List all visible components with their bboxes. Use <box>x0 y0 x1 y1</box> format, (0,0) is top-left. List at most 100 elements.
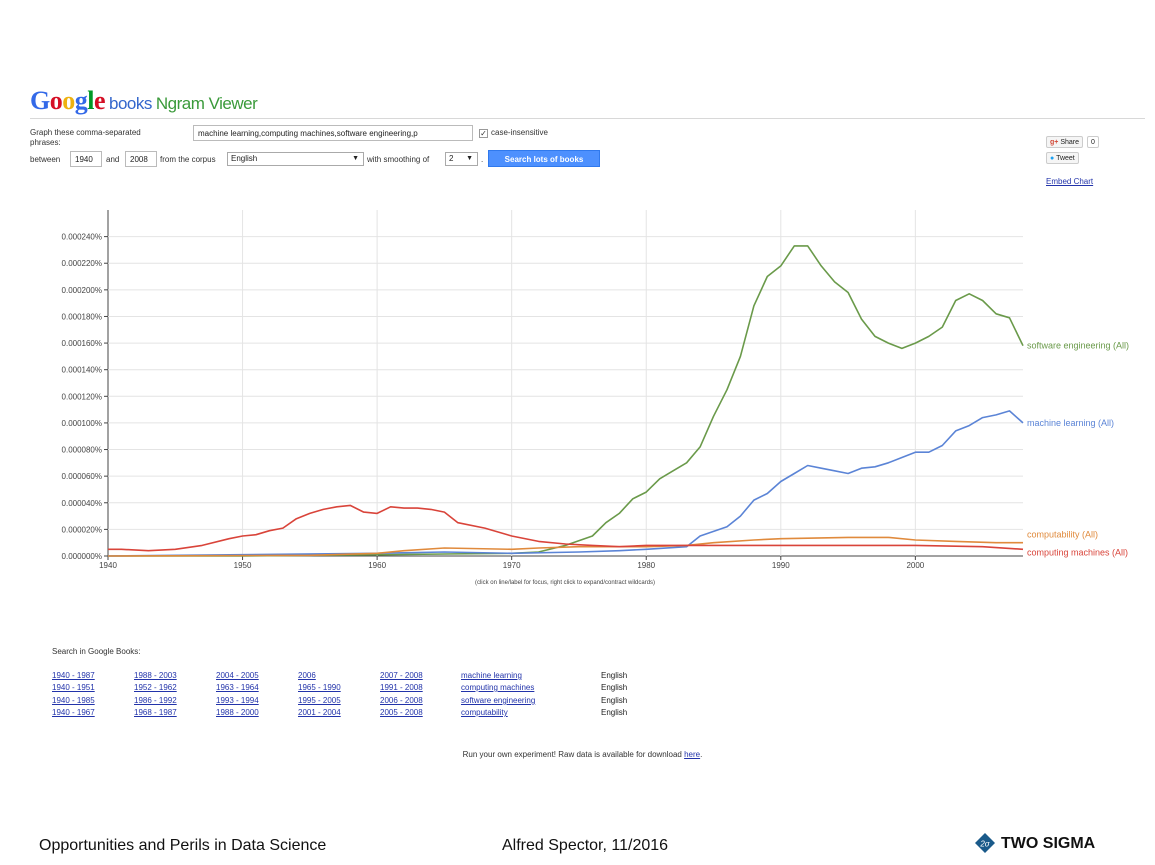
google-plus-icon: g+ <box>1050 139 1059 146</box>
chevron-down-icon: ▼ <box>466 155 473 162</box>
tweet-label: Tweet <box>1056 155 1075 162</box>
year-range-link[interactable]: 1988 - 2003 <box>134 671 177 680</box>
year-range-link[interactable]: 1995 - 2005 <box>298 696 341 705</box>
y-tick-label: 0.000140% <box>62 366 102 375</box>
year-range-link[interactable]: 1986 - 1992 <box>134 696 177 705</box>
smoothing-label: with smoothing of <box>367 155 430 164</box>
series-line <box>108 504 1024 552</box>
series-line <box>108 245 1024 557</box>
y-tick-label: 0.000060% <box>62 472 102 481</box>
year-range-link[interactable]: 1988 - 2000 <box>216 708 259 717</box>
google-plus-share-button[interactable]: g+ Share <box>1046 136 1084 148</box>
two-sigma-icon: 2σ <box>975 833 995 853</box>
corpus-text: English <box>601 708 628 717</box>
share-count: 0 <box>1087 136 1099 148</box>
series-label: computability (All) <box>1027 530 1098 540</box>
corpus-select[interactable]: English ▼ <box>227 152 364 166</box>
search-books-heading: Search in Google Books: <box>52 647 141 656</box>
year-range-link[interactable]: 1940 - 1967 <box>52 708 95 717</box>
year-range-link[interactable]: 1965 - 1990 <box>298 683 341 692</box>
x-tick-label: 1960 <box>368 561 386 570</box>
year-range-link[interactable]: 1940 - 1987 <box>52 671 95 680</box>
period-text: . <box>481 155 484 164</box>
start-year-input[interactable]: 1940 <box>70 151 102 167</box>
corpus-label: from the corpus <box>160 155 216 164</box>
year-range-link[interactable]: 2007 - 2008 <box>380 671 423 680</box>
graph-phrases-label-1: Graph these comma-separated <box>30 128 141 137</box>
y-tick-label: 0.000120% <box>62 392 102 401</box>
logo-letter: l <box>87 86 94 115</box>
footer-author-date: Alfred Spector, 11/2016 <box>502 837 669 854</box>
end-year-input[interactable]: 2008 <box>125 151 157 167</box>
x-tick-label: 2000 <box>906 561 924 570</box>
x-tick-label: 1970 <box>503 561 521 570</box>
raw-data-text: Run your own experiment! Raw data is ava… <box>462 750 685 759</box>
year-range-link[interactable]: 1991 - 2008 <box>380 683 423 692</box>
chart-hint: (click on line/label for focus, right cl… <box>474 580 656 586</box>
header-divider <box>30 118 1145 119</box>
smoothing-select[interactable]: 2 ▼ <box>445 152 478 166</box>
phrase-link[interactable]: computability <box>461 708 508 717</box>
embed-chart-link[interactable]: Embed Chart <box>1046 177 1094 186</box>
two-sigma-logo-mark: 2σ <box>975 833 995 853</box>
logo-letter: G <box>30 86 50 115</box>
series-labels: software engineering (All) machine learni… <box>1027 341 1129 558</box>
phrase-link[interactable]: computing machines <box>461 683 535 692</box>
series-line <box>107 536 1023 557</box>
year-range-link[interactable]: 1952 - 1962 <box>134 683 177 692</box>
y-tick-label: 0.000160% <box>62 339 102 348</box>
raw-data-period: . <box>700 750 703 759</box>
y-tick-label: 0.000100% <box>62 419 102 428</box>
year-range-link[interactable]: 1968 - 1987 <box>134 708 177 717</box>
year-range-link[interactable]: 1940 - 1985 <box>52 696 95 705</box>
share-label: Share <box>1060 139 1080 146</box>
year-range-link[interactable]: 1963 - 1964 <box>216 683 259 692</box>
series-label: computing machines (All) <box>1027 547 1128 557</box>
y-tick-label: 0.000220% <box>62 259 102 268</box>
x-tick-label: 1940 <box>99 561 117 570</box>
y-tick-label: 0.000020% <box>62 525 102 534</box>
year-range-link[interactable]: 2005 - 2008 <box>380 708 423 717</box>
x-tick-label: 1950 <box>234 561 252 570</box>
phrase-link[interactable]: machine learning <box>461 671 522 680</box>
corpus-text: English <box>601 671 628 680</box>
corpus-text: English <box>601 683 628 692</box>
corpus-value: English <box>231 154 258 163</box>
logo-google-text: Google <box>30 86 106 115</box>
y-axis-ticks: 0.000000% 0.000020% 0.000040% 0.000060% 0.00… <box>62 233 108 561</box>
x-axis-ticks: 1940 1950 1960 1970 1980 1990 2000 <box>99 556 925 570</box>
chart-lines <box>107 245 1024 557</box>
search-button[interactable]: Search lots of books <box>488 150 600 167</box>
year-range-link[interactable]: 1993 - 1994 <box>216 696 259 705</box>
x-tick-label: 1990 <box>772 561 790 570</box>
year-range-link[interactable]: 2006 <box>298 671 316 680</box>
y-tick-label: 0.000240% <box>62 233 102 242</box>
y-tick-label: 0.000000% <box>62 552 102 561</box>
raw-data-note: Run your own experiment! Raw data is ava… <box>0 750 1155 759</box>
phrase-link[interactable]: software engineering <box>461 696 536 705</box>
twitter-icon: ● <box>1050 155 1055 162</box>
year-range-link[interactable]: 2001 - 2004 <box>298 708 341 717</box>
logo-letter: g <box>74 86 88 115</box>
tweet-button[interactable]: ● Tweet <box>1046 152 1079 164</box>
y-tick-label: 0.000180% <box>62 312 102 321</box>
y-tick-label: 0.000080% <box>62 446 102 455</box>
footer-title: Opportunities and Perils in Data Science <box>39 837 327 854</box>
year-range-link[interactable]: 2006 - 2008 <box>380 696 423 705</box>
chevron-down-icon: ▼ <box>352 155 359 162</box>
series-label: software engineering (All) <box>1027 341 1129 351</box>
case-insensitive-checkbox[interactable]: ✓ <box>479 129 488 138</box>
raw-data-here-link[interactable]: here <box>684 750 701 759</box>
logo-books-text: books <box>109 94 152 113</box>
year-range-link[interactable]: 2004 - 2005 <box>216 671 259 680</box>
two-sigma-brand: TWO SIGMA <box>1001 835 1096 852</box>
case-insensitive-label: case-insensitive <box>491 128 548 137</box>
logo-letter: e <box>93 86 106 115</box>
corpus-text: English <box>601 696 628 705</box>
graph-phrases-label-2: phrases: <box>30 138 61 147</box>
phrases-input[interactable]: machine learning,computing machines,soft… <box>193 125 473 141</box>
between-label: between <box>30 155 61 164</box>
google-books-ngram-logo[interactable]: Google books Ngram Viewer <box>30 86 258 116</box>
year-range-link[interactable]: 1940 - 1951 <box>52 683 95 692</box>
logo-ngram-viewer-text: Ngram Viewer <box>155 94 258 113</box>
